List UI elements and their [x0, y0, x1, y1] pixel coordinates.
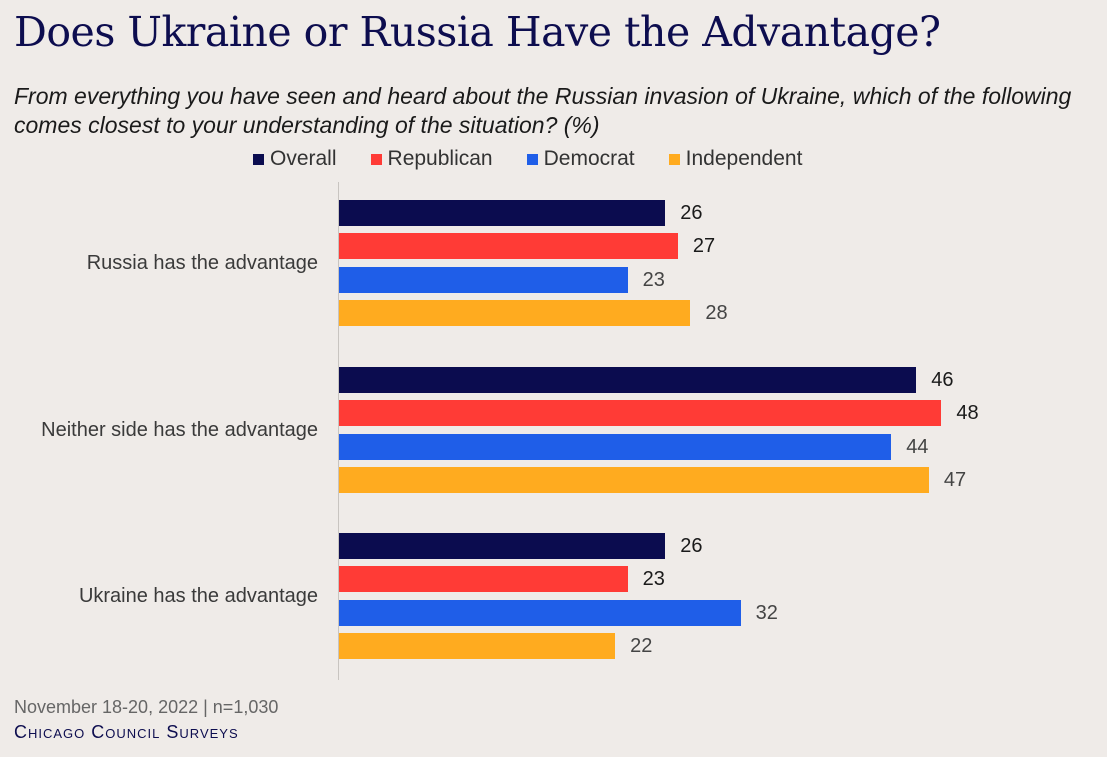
legend-item-democrat: Democrat: [526, 147, 635, 171]
legend-item-independent: Independent: [668, 147, 803, 171]
survey-note: November 18-20, 2022 | n=1,030: [14, 697, 279, 717]
bar-overall: [339, 367, 917, 393]
legend-label: Democrat: [543, 147, 635, 170]
legend-label: Overall: [270, 147, 337, 170]
data-label: 27: [692, 235, 716, 258]
legend-label: Republican: [387, 147, 493, 170]
data-label: 23: [642, 568, 665, 591]
bar-democrat: [339, 433, 892, 460]
legend-label: Independent: [685, 147, 803, 170]
bar-independent: [339, 632, 616, 659]
legend: Overall Republican Democrat Independent: [253, 147, 836, 171]
data-label: 48: [956, 402, 979, 425]
data-label: 32: [755, 601, 778, 624]
legend-swatch: [253, 153, 264, 165]
data-label: 22: [630, 634, 653, 657]
category-label: Russia has the advantage: [86, 251, 318, 274]
bar-democrat: [339, 599, 741, 626]
data-label: 23: [642, 268, 665, 291]
chart-title: Does Ukraine or Russia Have the Advantag…: [14, 8, 941, 56]
bar-democrat: [339, 266, 628, 293]
category-label: Ukraine has the advantage: [78, 584, 318, 607]
chart-subtitle: From everything you have seen and heard …: [14, 83, 1072, 138]
bar-independent: [339, 299, 691, 326]
bar-republican: [339, 566, 628, 593]
data-label: 28: [705, 301, 728, 324]
bar-overall: [339, 200, 666, 226]
data-label: 26: [680, 535, 703, 557]
legend-item-overall: Overall: [253, 147, 337, 171]
category-label: Neither side has the advantage: [41, 418, 318, 441]
legend-item-republican: Republican: [370, 147, 493, 171]
data-label: 46: [931, 369, 954, 391]
bar-republican: [339, 400, 942, 427]
bar-republican: [339, 233, 678, 260]
legend-swatch: [370, 153, 382, 165]
data-label: 44: [906, 435, 929, 458]
legend-swatch: [668, 153, 680, 165]
axis-line: [338, 182, 339, 680]
bar-independent: [339, 466, 929, 493]
data-label: 26: [680, 202, 703, 224]
bar-overall: [339, 533, 666, 559]
brand-logo-text: Chicago Council Surveys: [14, 722, 239, 742]
legend-swatch: [526, 153, 538, 165]
data-label: 47: [943, 468, 967, 491]
